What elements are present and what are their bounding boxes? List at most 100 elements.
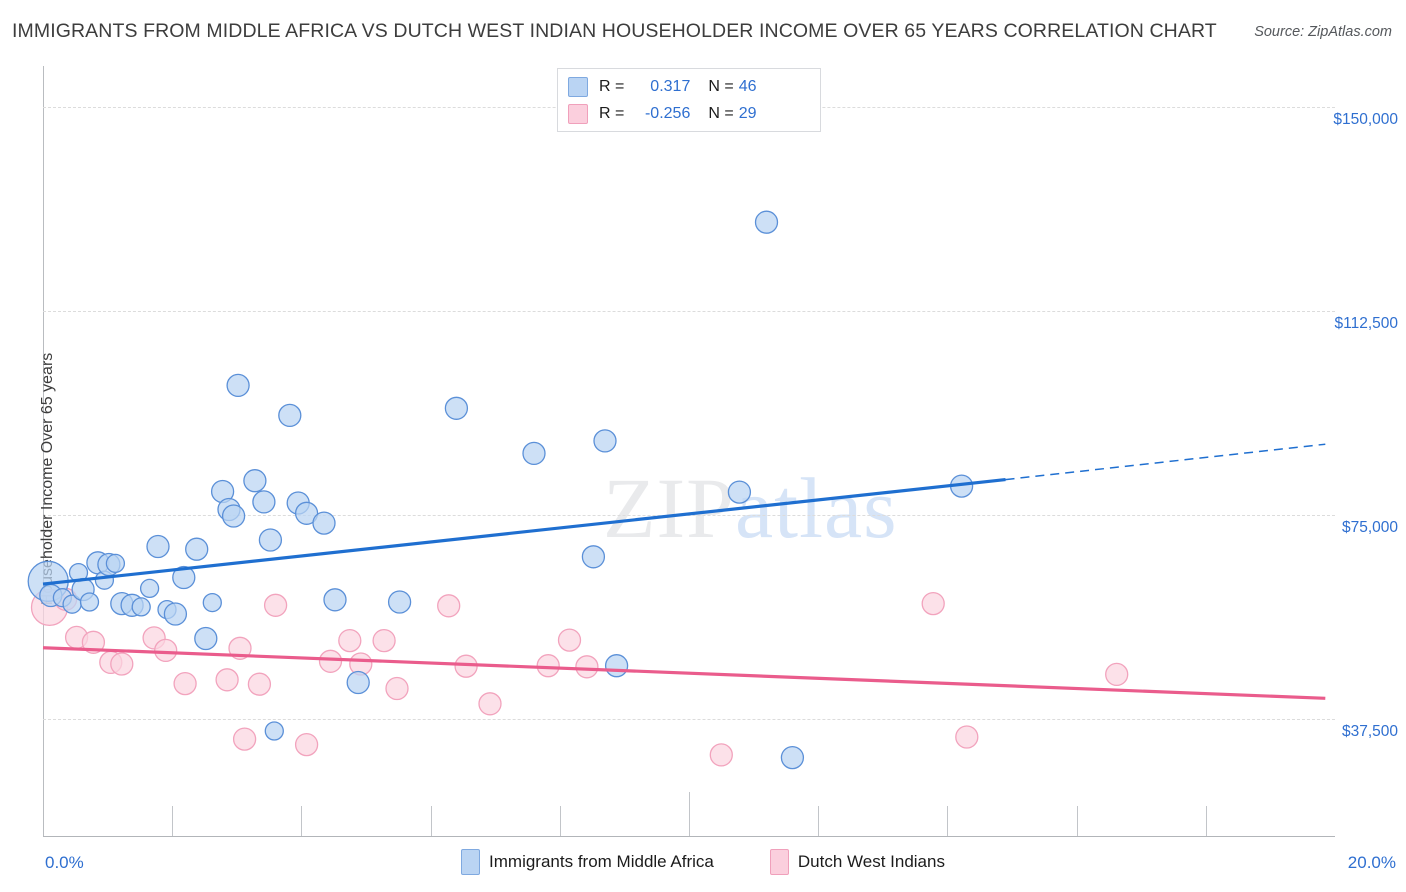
y-axis-line [43,66,44,836]
data-point[interactable] [131,597,151,617]
data-point[interactable] [604,654,629,678]
x-axis-tick [1076,806,1078,836]
data-point[interactable] [478,692,502,716]
data-point[interactable] [263,593,288,617]
data-point[interactable] [709,743,733,767]
pink-legend-chip-icon [769,849,789,875]
source-attribution: Source: ZipAtlas.com [1254,24,1392,40]
data-point[interactable] [81,630,106,654]
x-axis-max-label: 20.0% [1347,853,1396,872]
page-title: IMMIGRANTS FROM MIDDLE AFRICA VS DUTCH W… [12,20,1217,42]
data-point[interactable] [79,592,100,612]
data-point[interactable] [139,578,160,599]
data-point[interactable] [154,638,178,663]
data-point[interactable] [105,553,126,574]
stats-row-blue: R = 0.317 N = 46 [568,74,810,99]
data-point[interactable] [312,511,336,535]
data-point[interactable] [215,668,239,692]
pink-n-value: 29 [738,104,757,122]
stats-row-pink: R = -0.256 N = 29 [568,101,810,126]
data-point[interactable] [202,592,222,613]
data-point[interactable] [185,537,209,561]
x-axis-tick [430,806,432,836]
y-axis-tick-label: $37,500 [1341,723,1398,740]
data-point[interactable] [258,528,283,552]
x-axis-tick [1205,806,1207,836]
x-axis-tick [172,806,174,836]
data-point[interactable] [163,602,188,626]
pink-r-value: -0.256 [644,104,691,122]
gridline [43,310,1335,312]
data-point[interactable] [221,504,246,528]
gridline [43,719,1335,720]
x-axis-tick [301,806,303,836]
data-point[interactable] [575,655,599,679]
data-point[interactable] [232,727,257,751]
x-axis-line [43,836,1335,837]
blue-legend-chip-icon [461,849,481,875]
blue-r-value: 0.317 [650,77,691,95]
data-point[interactable] [444,396,469,420]
data-point[interactable] [557,628,582,652]
blue-n-value: 46 [738,77,757,95]
data-point[interactable] [372,628,396,653]
blue-n-label: N = [708,77,734,95]
y-axis-tick-label: $75,000 [1341,518,1398,536]
data-point[interactable] [727,480,752,504]
y-axis-tick-label: $112,500 [1334,314,1399,332]
data-point[interactable] [146,534,170,559]
data-point[interactable] [754,210,779,234]
data-point[interactable] [387,590,412,614]
data-point[interactable] [522,441,546,466]
scatter-points-pink [30,587,1129,767]
data-point[interactable] [581,545,606,569]
data-point[interactable] [264,721,284,741]
data-point[interactable] [226,373,250,398]
x-axis-min-label: 0.0% [45,853,84,872]
pink-series-swatch-icon [568,103,588,124]
trendline-projection [1005,443,1326,481]
data-point[interactable] [1105,662,1129,687]
scatter-points-blue [27,210,974,770]
pink-legend-label: Dutch West Indians [797,852,945,871]
data-point[interactable] [593,429,617,453]
data-point[interactable] [338,628,362,653]
x-axis-tick [559,806,561,836]
blue-r-label: R = [599,77,625,95]
blue-legend-label: Immigrants from Middle Africa [489,852,714,871]
data-point[interactable] [172,565,196,590]
legend-entry-blue[interactable]: Immigrants from Middle Africa [461,849,714,875]
data-point[interactable] [294,501,319,525]
data-point[interactable] [247,672,272,696]
trendline [42,477,1006,586]
data-point[interactable] [536,654,560,678]
y-axis-tick-label: $150,000 [1333,110,1398,128]
data-point[interactable] [955,725,979,749]
x-axis-tick [689,792,690,836]
data-point[interactable] [346,670,370,695]
legend-entry-pink[interactable]: Dutch West Indians [769,849,945,875]
trendline [42,646,1326,700]
pink-n-label: N = [708,104,734,122]
data-point[interactable] [294,732,319,757]
data-point[interactable] [278,403,302,428]
correlation-stats-legend: R = 0.317 N = 46 R = -0.256 N = 29 [557,68,821,132]
x-axis-tick [947,806,949,836]
data-point[interactable] [173,671,197,696]
data-point[interactable] [318,649,343,673]
x-axis-tick [818,806,820,836]
data-point[interactable] [110,652,134,676]
data-point[interactable] [921,591,945,616]
data-point[interactable] [243,469,267,493]
pink-r-label: R = [599,104,625,122]
series-legend: Immigrants from Middle Africa Dutch West… [0,849,1406,875]
data-point[interactable] [252,490,276,514]
blue-series-swatch-icon [568,76,588,97]
data-point[interactable] [780,745,805,770]
data-point[interactable] [323,588,347,612]
data-point[interactable] [194,626,218,651]
data-point[interactable] [385,676,409,701]
data-point[interactable] [437,594,461,618]
